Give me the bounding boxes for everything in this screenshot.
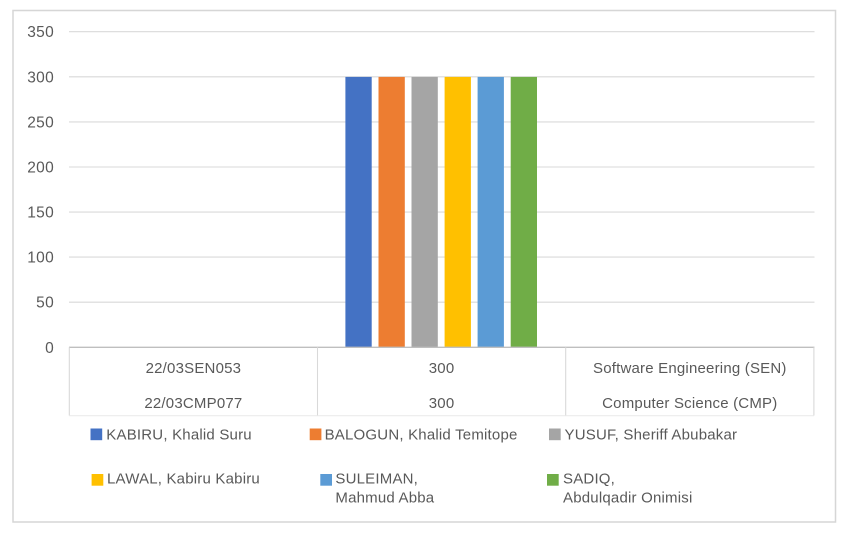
svg-text:22/03SEN053: 22/03SEN053: [146, 360, 242, 377]
svg-text:250: 250: [27, 114, 54, 131]
svg-text:LAWAL, Kabiru Kabiru: LAWAL, Kabiru Kabiru: [107, 470, 260, 487]
svg-text:22/03CMP077: 22/03CMP077: [144, 395, 242, 412]
svg-text:350: 350: [27, 24, 54, 41]
svg-text:BALOGUN, Khalid Temitope: BALOGUN, Khalid Temitope: [325, 426, 518, 443]
svg-text:200: 200: [27, 160, 54, 177]
svg-text:KABIRU, Khalid Suru: KABIRU, Khalid Suru: [106, 426, 252, 443]
svg-text:Abdulqadir Onimisi: Abdulqadir Onimisi: [563, 489, 693, 506]
svg-text:Computer Science (CMP): Computer Science (CMP): [602, 395, 777, 412]
svg-text:300: 300: [27, 69, 54, 86]
svg-text:0: 0: [45, 340, 54, 357]
svg-text:150: 150: [27, 205, 54, 222]
svg-text:YUSUF, Sheriff Abubakar: YUSUF, Sheriff Abubakar: [565, 426, 738, 443]
svg-text:100: 100: [27, 250, 54, 267]
svg-text:SULEIMAN,: SULEIMAN,: [335, 470, 418, 487]
svg-text:Software Engineering (SEN): Software Engineering (SEN): [593, 360, 787, 377]
svg-text:50: 50: [36, 295, 54, 312]
svg-text:300: 300: [429, 395, 455, 412]
svg-text:SADIQ,: SADIQ,: [563, 470, 615, 487]
svg-text:300: 300: [429, 360, 455, 377]
svg-text:Mahmud Abba: Mahmud Abba: [335, 489, 434, 506]
